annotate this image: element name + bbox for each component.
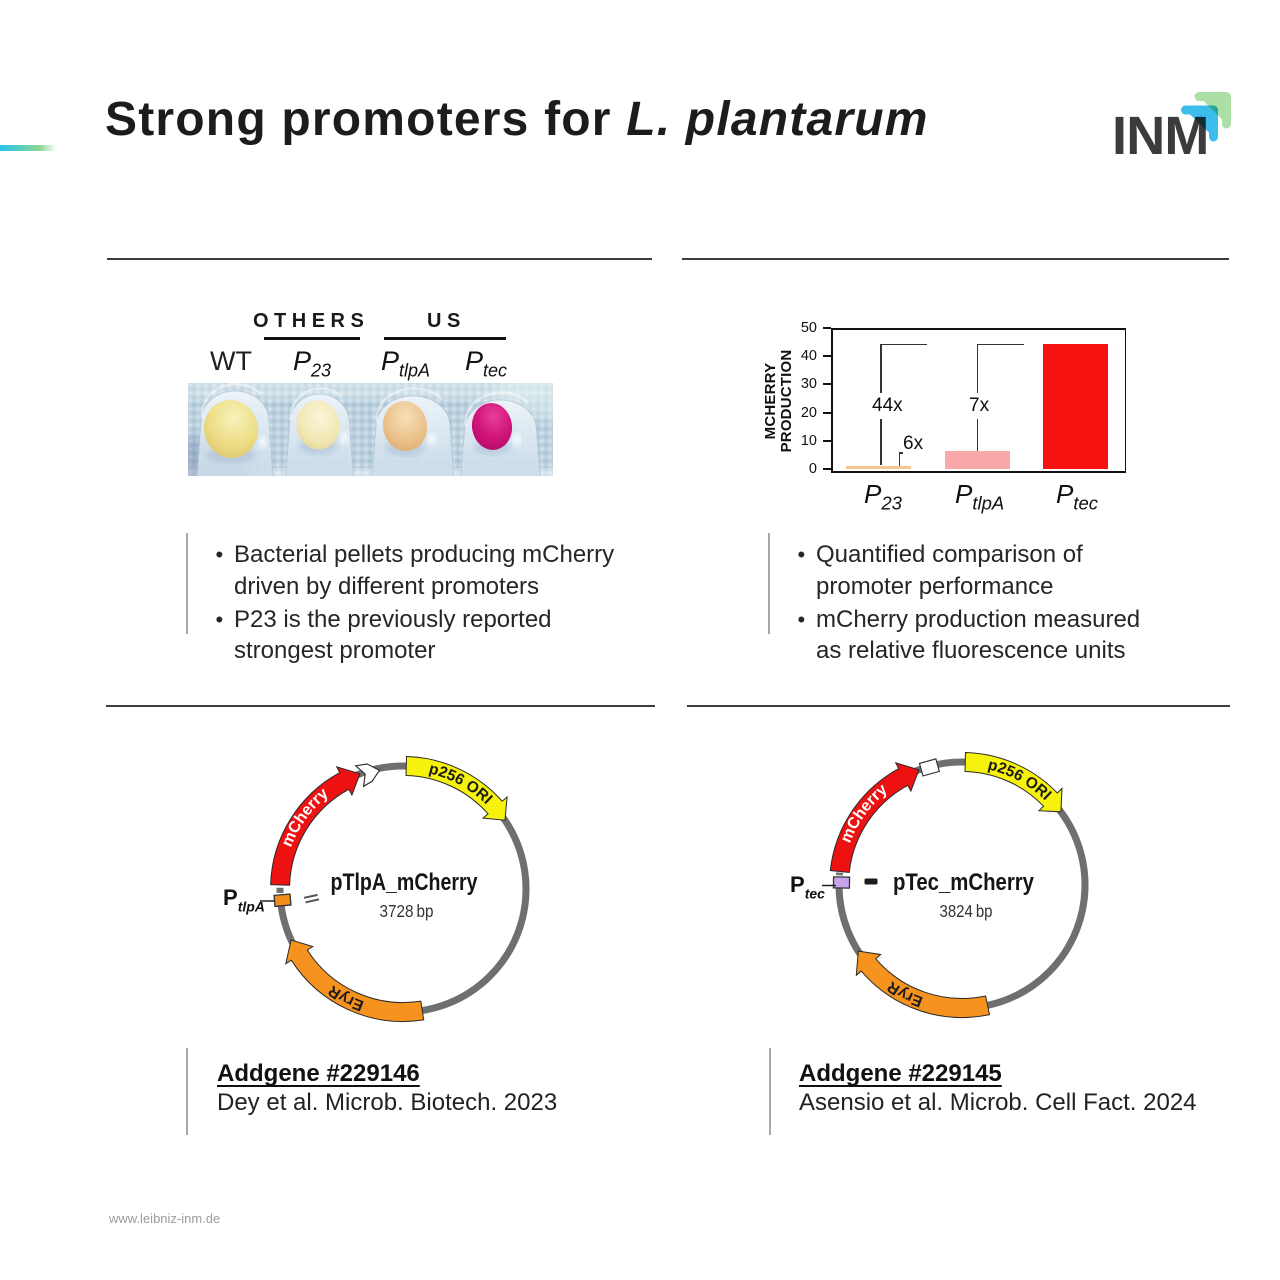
svg-text:pTlpA_mCherry: pTlpA_mCherry [331, 869, 478, 896]
svg-text:3728 bp: 3728 bp [380, 901, 434, 921]
svg-text:p256 ORI: p256 ORI [427, 760, 495, 807]
svg-text:pTec_mCherry: pTec_mCherry [893, 869, 1034, 896]
svg-text:mCherry: mCherry [279, 785, 332, 849]
svg-text:mCherry: mCherry [838, 781, 891, 845]
svg-text:PtlpA: PtlpA [223, 885, 265, 915]
svg-text:p256 ORI: p256 ORI [986, 756, 1054, 803]
svg-text:Ptec: Ptec [790, 872, 825, 902]
svg-text:3824 bp: 3824 bp [940, 901, 993, 921]
